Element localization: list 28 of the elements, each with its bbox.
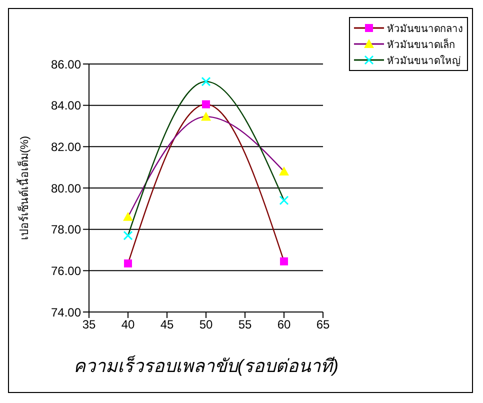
y-tick-label: 74.00 bbox=[50, 305, 82, 320]
x-tick-label: 40 bbox=[121, 318, 135, 332]
x-tick-label: 55 bbox=[238, 318, 252, 332]
x-tick-label: 45 bbox=[160, 318, 174, 332]
point bbox=[279, 166, 289, 176]
y-axis-title: เปอร์เซ็นต์เนื้อเต็ม(%) bbox=[16, 136, 31, 240]
x-tick-label: 60 bbox=[277, 318, 291, 332]
point bbox=[123, 212, 133, 221]
point bbox=[279, 196, 289, 206]
legend-label: หัวมันขนาดใหญ่ bbox=[387, 54, 461, 68]
point bbox=[124, 259, 132, 268]
point bbox=[123, 230, 133, 240]
y-tick-label: 86.00 bbox=[50, 57, 82, 72]
x-tick-label: 65 bbox=[316, 318, 330, 332]
x-axis-title: ความเร็วรอบเพลาขับ(รอบต่อนาที) bbox=[74, 355, 338, 376]
x-tick-label: 35 bbox=[82, 318, 96, 332]
legend-label: หัวมันขนาดเล็ก bbox=[387, 37, 455, 52]
y-tick-label: 76.00 bbox=[50, 264, 82, 278]
legend-label: หัวมันขนาดกลาง bbox=[387, 22, 463, 36]
point bbox=[280, 257, 288, 266]
point bbox=[201, 76, 211, 86]
point bbox=[201, 112, 211, 121]
x-tick-label: 50 bbox=[199, 318, 213, 332]
y-tick-label: 80.00 bbox=[50, 181, 82, 196]
y-tick-label: 78.00 bbox=[50, 222, 82, 237]
point bbox=[202, 100, 210, 108]
y-tick-label: 82.00 bbox=[50, 140, 82, 154]
y-tick-label: 84.00 bbox=[50, 98, 82, 113]
